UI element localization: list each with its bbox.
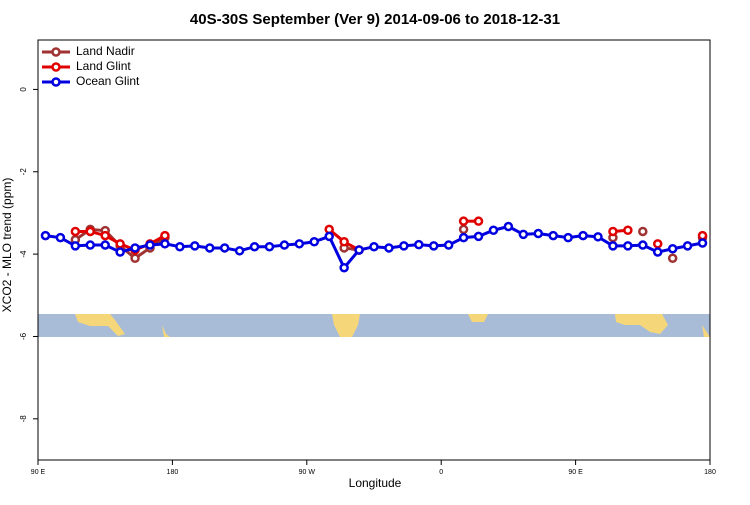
legend-marker — [51, 47, 61, 57]
point — [399, 241, 409, 251]
x-tick-label: 90 E — [568, 469, 583, 476]
point — [458, 224, 469, 235]
point — [339, 237, 349, 247]
point — [473, 231, 484, 242]
y-tick-label: -8 — [19, 415, 28, 423]
point — [518, 229, 529, 240]
point — [234, 246, 245, 256]
point — [697, 230, 708, 241]
point — [160, 230, 170, 241]
point — [638, 226, 648, 237]
point — [548, 230, 558, 241]
point — [190, 241, 200, 251]
map-strip — [38, 314, 710, 337]
point — [175, 241, 185, 252]
point — [563, 232, 573, 243]
y-tick-label: -2 — [19, 168, 28, 176]
point — [204, 243, 215, 253]
point — [309, 237, 320, 247]
legend-label: Land Glint — [76, 59, 131, 73]
point — [638, 240, 648, 250]
legend-label: Ocean Glint — [76, 74, 140, 88]
point — [533, 228, 544, 239]
point — [70, 241, 81, 251]
point — [473, 216, 484, 226]
point — [667, 244, 678, 254]
point — [578, 230, 588, 241]
point — [608, 226, 618, 237]
point — [682, 241, 693, 251]
point — [652, 239, 663, 249]
x-axis-label: Longitude — [349, 476, 402, 490]
point — [85, 240, 96, 250]
point — [623, 241, 633, 251]
plot-frame — [37, 39, 711, 461]
point — [443, 240, 454, 250]
point — [339, 262, 349, 273]
legend-marker — [51, 62, 61, 72]
point — [608, 241, 618, 251]
point — [324, 231, 334, 242]
x-tick-label: 90 W — [299, 469, 316, 476]
point — [593, 232, 603, 242]
point — [100, 230, 110, 241]
point — [145, 240, 155, 250]
point — [697, 238, 708, 248]
chart-title: 40S-30S September (Ver 9) 2014-09-06 to … — [190, 11, 560, 28]
point — [249, 241, 260, 252]
point — [279, 240, 290, 250]
x-tick-label: 180 — [167, 469, 179, 476]
point — [623, 225, 633, 235]
point — [354, 245, 364, 255]
x-tick-label: 90 E — [31, 469, 46, 476]
point — [130, 243, 140, 253]
x-tick-label: 180 — [704, 469, 716, 476]
point — [458, 232, 469, 243]
point — [667, 253, 678, 263]
point — [264, 241, 275, 252]
point — [384, 243, 394, 253]
legend-marker — [51, 77, 61, 87]
point — [55, 232, 66, 243]
point — [294, 239, 305, 249]
point — [85, 226, 96, 237]
y-tick-label: -4 — [19, 250, 28, 258]
y-tick-label: -6 — [19, 332, 28, 340]
point — [100, 240, 110, 250]
y-tick-label: 0 — [19, 87, 28, 92]
point — [130, 253, 140, 263]
point — [428, 241, 439, 251]
point — [488, 225, 499, 235]
point — [160, 239, 170, 249]
point — [115, 239, 125, 249]
legend-label: Land Nadir — [76, 44, 135, 58]
point — [115, 247, 125, 257]
point — [369, 241, 379, 252]
point — [70, 226, 81, 237]
x-tick-label: 0 — [439, 469, 443, 476]
point — [652, 247, 663, 257]
point — [219, 243, 230, 253]
point — [414, 239, 424, 250]
point — [458, 216, 469, 226]
point — [503, 221, 514, 232]
point — [40, 230, 51, 241]
y-axis-label: XCO2 - MLO trend (ppm) — [0, 178, 14, 313]
